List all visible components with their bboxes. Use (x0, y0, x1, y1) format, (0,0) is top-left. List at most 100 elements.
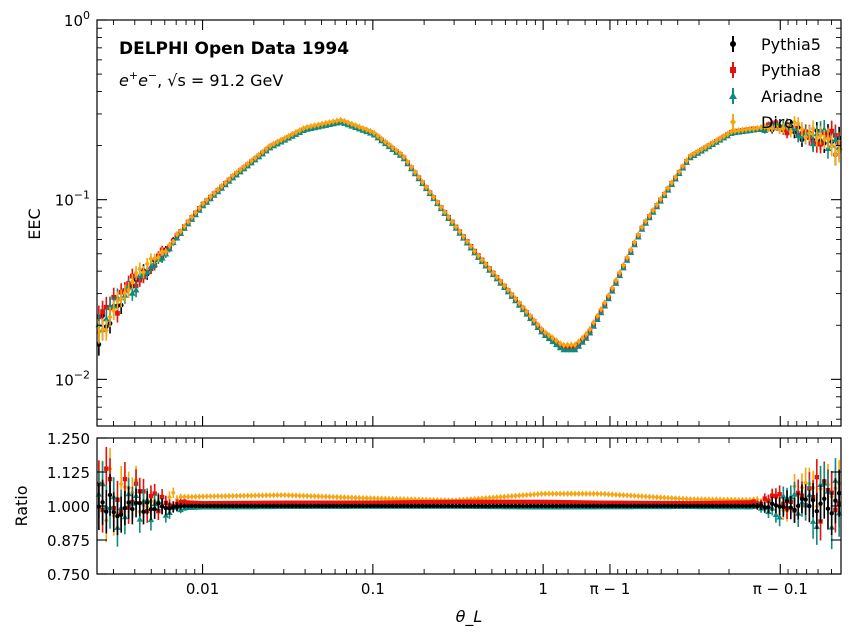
data-point-diamond (286, 492, 291, 499)
data-point-circle (476, 503, 481, 509)
data-point-diamond (680, 495, 686, 503)
data-point-square (773, 493, 779, 499)
data-point-circle (833, 498, 838, 503)
data-point-circle (215, 503, 221, 509)
data-point-diamond (167, 494, 172, 501)
data-point-diamond (327, 118, 332, 126)
data-point-diamond (505, 493, 511, 500)
data-point-triangle (582, 334, 590, 341)
data-point-square (323, 500, 328, 505)
data-point-diamond (576, 490, 581, 497)
data-point-diamond (204, 493, 209, 500)
data-point-diamond (301, 124, 306, 132)
data-point-diamond (699, 145, 704, 153)
data-point-diamond (833, 151, 838, 159)
data-point-circle (472, 503, 477, 509)
data-point-diamond (594, 312, 600, 320)
data-point-circle (345, 503, 351, 509)
data-point-circle (401, 503, 407, 509)
data-point-circle (271, 503, 276, 509)
data-point-diamond (502, 493, 507, 500)
data-point-square (658, 500, 663, 506)
data-point-diamond (539, 490, 544, 498)
data-point-diamond (189, 493, 195, 500)
data-point-square (319, 500, 325, 505)
data-point-circle (431, 503, 436, 509)
data-point-circle (505, 503, 511, 509)
data-point-diamond (665, 494, 671, 502)
data-point-circle (450, 503, 455, 509)
data-point-diamond (520, 303, 526, 311)
data-point-diamond (706, 141, 712, 149)
data-point-diamond (219, 182, 225, 190)
data-point-diamond (230, 492, 235, 500)
data-point-diamond (144, 260, 150, 268)
data-point-circle (743, 503, 749, 509)
main-axes-frame (96, 19, 842, 427)
data-point-square (420, 500, 425, 505)
data-point-square (338, 500, 343, 505)
data-point-circle (695, 503, 700, 509)
data-point-square (226, 500, 232, 506)
data-point-square (457, 499, 462, 505)
data-point-square (264, 500, 269, 506)
data-point-diamond (312, 493, 317, 500)
data-point-triangle (136, 516, 143, 522)
data-point-circle (725, 503, 730, 509)
data-point-circle (457, 503, 462, 509)
data-point-diamond (152, 255, 158, 263)
data-point-diamond (215, 186, 221, 194)
data-point-square (412, 500, 418, 505)
data-point-diamond (524, 308, 530, 316)
data-point-circle (747, 503, 753, 509)
data-point-diamond (434, 198, 440, 206)
data-point-circle (621, 503, 626, 509)
data-point-diamond (825, 135, 831, 142)
data-point-square (606, 500, 611, 505)
data-point-square (732, 500, 738, 505)
data-point-diamond (755, 496, 760, 503)
data-point-diamond (208, 493, 213, 500)
data-point-diamond (691, 496, 697, 503)
data-point-diamond (513, 295, 518, 303)
subtitle-energy: , √s = 91.2 GeV (157, 71, 283, 90)
x-tick-label: π − 1 (590, 580, 631, 598)
data-point-circle (104, 509, 109, 514)
data-point-circle (230, 503, 235, 509)
data-point-diamond (457, 228, 463, 236)
data-point-diamond (234, 492, 239, 500)
data-point-circle (442, 503, 448, 509)
data-point-circle (226, 503, 232, 509)
data-point-triangle (809, 518, 817, 524)
data-point-diamond (632, 492, 637, 500)
data-point-diamond (126, 286, 132, 294)
data-point-diamond (278, 136, 284, 144)
data-point-square (211, 501, 217, 506)
data-point-square (721, 500, 727, 505)
data-point-square (368, 500, 373, 505)
data-point-square (520, 499, 526, 505)
data-point-diamond (193, 209, 198, 216)
data-point-circle (676, 503, 682, 509)
data-point-circle (650, 503, 656, 509)
data-point-diamond (297, 126, 303, 134)
data-point-square (442, 499, 448, 505)
data-point-diamond (795, 120, 801, 128)
data-point-circle (304, 503, 310, 509)
data-point-square (461, 499, 466, 505)
data-point-diamond (565, 490, 570, 497)
legend: Pythia5 Pythia8 Ariadne Dire (729, 35, 823, 132)
data-point-diamond (684, 495, 689, 503)
data-point-square (468, 499, 474, 505)
data-point-diamond (182, 222, 187, 230)
data-point-diamond (319, 120, 325, 128)
data-point-diamond (609, 284, 615, 292)
data-point-square (397, 500, 403, 505)
data-point-square (308, 500, 314, 505)
data-point-square (729, 500, 734, 505)
data-point-circle (822, 496, 827, 501)
data-point-circle (680, 503, 686, 509)
data-point-circle (803, 497, 808, 502)
data-point-triangle (151, 260, 159, 267)
